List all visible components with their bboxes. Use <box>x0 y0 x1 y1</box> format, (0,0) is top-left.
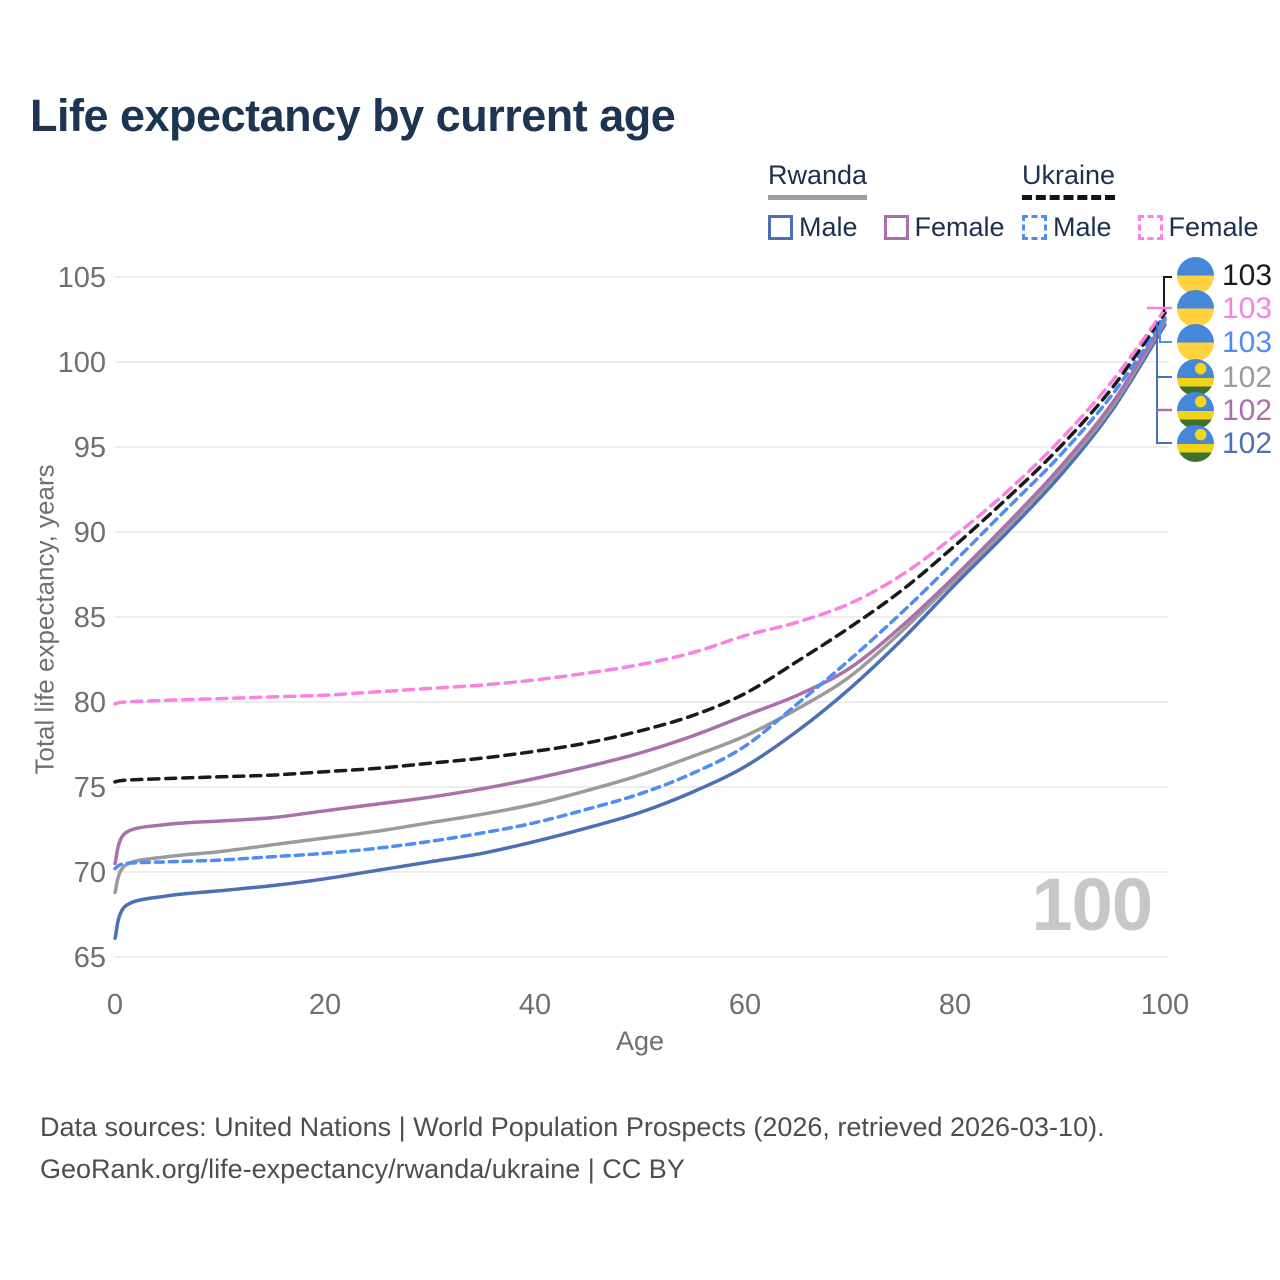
end-label-rwanda-female[interactable]: 102 <box>1177 392 1272 429</box>
y-tick-label: 100 <box>58 347 106 379</box>
legend-items-rwanda: Male Female <box>768 212 1005 243</box>
footer-sources: Data sources: United Nations | World Pop… <box>40 1112 1105 1142</box>
end-label-rwanda-male[interactable]: 102 <box>1177 425 1272 462</box>
x-tick-label: 80 <box>939 989 971 1021</box>
y-tick-label: 80 <box>74 687 106 719</box>
legend-item-rwanda-male[interactable]: Male <box>768 212 858 243</box>
ukraine-flag-icon <box>1177 324 1214 361</box>
series-ukraine-both-sexes <box>113 310 1167 784</box>
end-label-ukraine-female[interactable]: 103 <box>1177 290 1272 327</box>
rwanda-flag-icon <box>1177 359 1214 396</box>
y-tick-label: 90 <box>74 517 106 549</box>
x-tick-label: 100 <box>1141 989 1189 1021</box>
rwanda-female-swatch-icon <box>883 215 909 240</box>
end-label-value: 103 <box>1222 291 1273 325</box>
x-tick-label: 60 <box>729 989 761 1021</box>
series-rwanda-both-sexes <box>113 319 1167 895</box>
legend-country-rwanda[interactable]: Rwanda <box>768 160 868 200</box>
legend-label: Male <box>799 212 858 242</box>
rwanda-male-swatch-icon <box>768 215 793 240</box>
ukraine-flag-icon <box>1177 290 1214 327</box>
y-tick-label: 70 <box>74 857 106 889</box>
legend-item-ukraine-male[interactable]: Male <box>1022 212 1112 243</box>
y-tick-label: 75 <box>74 772 106 804</box>
end-label-value: 103 <box>1222 325 1273 359</box>
y-tick-label: 105 <box>58 262 106 294</box>
y-tick-label: 65 <box>74 942 106 974</box>
series-rwanda-female <box>113 317 1167 866</box>
leader-line <box>1159 320 1172 343</box>
ukraine-female-swatch-icon <box>1137 215 1163 240</box>
legend-item-rwanda-female[interactable]: Female <box>883 212 1005 243</box>
end-label-value: 102 <box>1222 360 1273 394</box>
ukraine-flag-icon <box>1177 257 1214 294</box>
footer-link[interactable]: GeoRank.org/life-expectancy/rwanda/ukrai… <box>40 1154 685 1184</box>
legend-label: Female <box>1168 212 1259 242</box>
legend-label: Female <box>914 212 1005 242</box>
end-label-ukraine-both-sexes[interactable]: 103 <box>1177 257 1272 294</box>
legend-items-ukraine: Male Female <box>1022 212 1259 243</box>
x-tick-label: 0 <box>107 989 123 1021</box>
leader-line <box>1156 322 1172 444</box>
legend-label: Male <box>1053 212 1112 242</box>
ukraine-male-swatch-icon <box>1022 215 1047 240</box>
y-tick-label: 95 <box>74 432 106 464</box>
rwanda-flag-icon <box>1177 392 1214 429</box>
footer: Data sources: United Nations | World Pop… <box>40 1106 1105 1190</box>
end-label-value: 102 <box>1222 393 1273 427</box>
series-rwanda-male <box>113 322 1167 941</box>
legend-item-ukraine-female[interactable]: Female <box>1137 212 1259 243</box>
legend-country-ukraine[interactable]: Ukraine <box>1022 160 1116 200</box>
leader-line <box>1163 276 1172 312</box>
end-label-value: 102 <box>1222 426 1273 460</box>
x-tick-label: 20 <box>309 989 341 1021</box>
end-label-ukraine-male[interactable]: 103 <box>1177 324 1272 361</box>
series-ukraine-male <box>113 316 1167 871</box>
x-tick-label: 40 <box>519 989 551 1021</box>
end-label-value: 103 <box>1222 258 1273 292</box>
legend-group-ukraine: Ukraine Male Female <box>1022 160 1259 243</box>
series-ukraine-female <box>113 307 1167 706</box>
x-axis-title: Age <box>616 1026 664 1056</box>
legend-group-rwanda: Rwanda Male Female <box>768 160 1005 243</box>
y-tick-label: 85 <box>74 602 106 634</box>
y-axis-title: Total life expectancy, years <box>29 464 60 775</box>
end-label-rwanda-both-sexes[interactable]: 102 <box>1177 359 1272 396</box>
page-title: Life expectancy by current age <box>30 90 676 141</box>
rwanda-flag-icon <box>1177 425 1214 462</box>
age-watermark: 100 <box>1031 863 1153 946</box>
